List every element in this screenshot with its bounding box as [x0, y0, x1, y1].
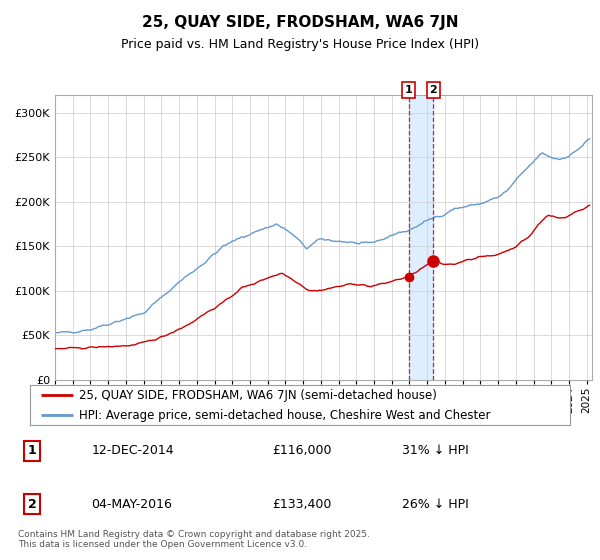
- Text: 2: 2: [430, 85, 437, 95]
- Text: HPI: Average price, semi-detached house, Cheshire West and Chester: HPI: Average price, semi-detached house,…: [79, 408, 490, 422]
- Text: 04-MAY-2016: 04-MAY-2016: [91, 498, 172, 511]
- Text: 26% ↓ HPI: 26% ↓ HPI: [401, 498, 468, 511]
- Text: 2: 2: [28, 498, 37, 511]
- Text: 25, QUAY SIDE, FRODSHAM, WA6 7JN (semi-detached house): 25, QUAY SIDE, FRODSHAM, WA6 7JN (semi-d…: [79, 389, 436, 402]
- Text: £133,400: £133,400: [272, 498, 331, 511]
- Text: 31% ↓ HPI: 31% ↓ HPI: [401, 445, 468, 458]
- Text: £116,000: £116,000: [272, 445, 331, 458]
- Text: Price paid vs. HM Land Registry's House Price Index (HPI): Price paid vs. HM Land Registry's House …: [121, 38, 479, 51]
- Text: 1: 1: [404, 85, 412, 95]
- Text: Contains HM Land Registry data © Crown copyright and database right 2025.
This d: Contains HM Land Registry data © Crown c…: [18, 530, 370, 549]
- Text: 12-DEC-2014: 12-DEC-2014: [91, 445, 174, 458]
- Text: 25, QUAY SIDE, FRODSHAM, WA6 7JN: 25, QUAY SIDE, FRODSHAM, WA6 7JN: [142, 15, 458, 30]
- Text: 1: 1: [28, 445, 37, 458]
- Bar: [409, 95, 433, 380]
